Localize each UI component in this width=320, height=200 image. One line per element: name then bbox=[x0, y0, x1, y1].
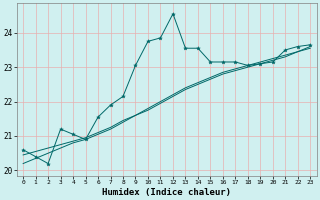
X-axis label: Humidex (Indice chaleur): Humidex (Indice chaleur) bbox=[102, 188, 231, 197]
